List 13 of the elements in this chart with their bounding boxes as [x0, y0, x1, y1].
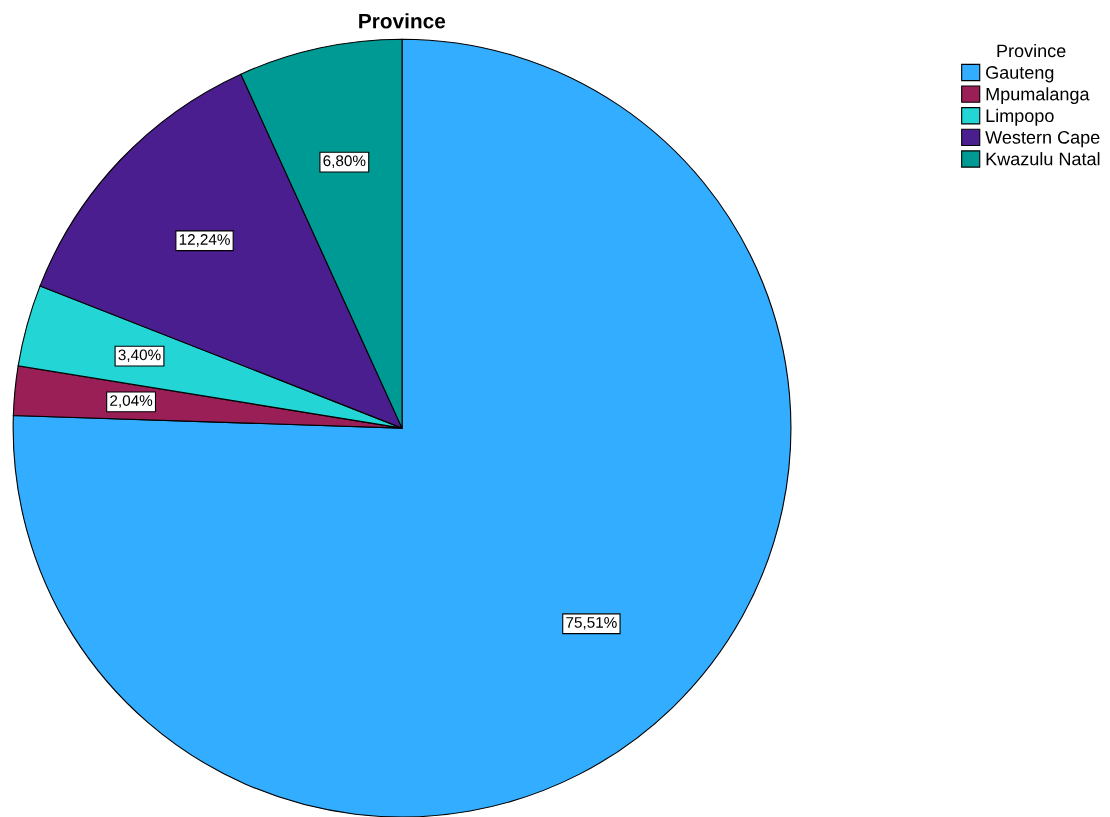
data-label: 75,51%: [566, 617, 617, 630]
legend-label: Mpumalanga: [986, 87, 1090, 105]
data-label: 2,04%: [110, 395, 153, 408]
legend-label: Western Cape: [985, 130, 1100, 148]
pie-slice: [12, 38, 792, 817]
legend-title: Province: [997, 43, 1066, 58]
legend-label: Gauteng: [986, 66, 1054, 83]
data-label: 12,24%: [179, 234, 230, 247]
legend-label: Limpopo: [986, 108, 1054, 126]
data-label: 3,40%: [118, 349, 161, 363]
legend-label: Kwazulu Natal: [986, 152, 1100, 166]
data-label: 6,80%: [323, 155, 366, 168]
chart-title: Province: [359, 13, 446, 29]
